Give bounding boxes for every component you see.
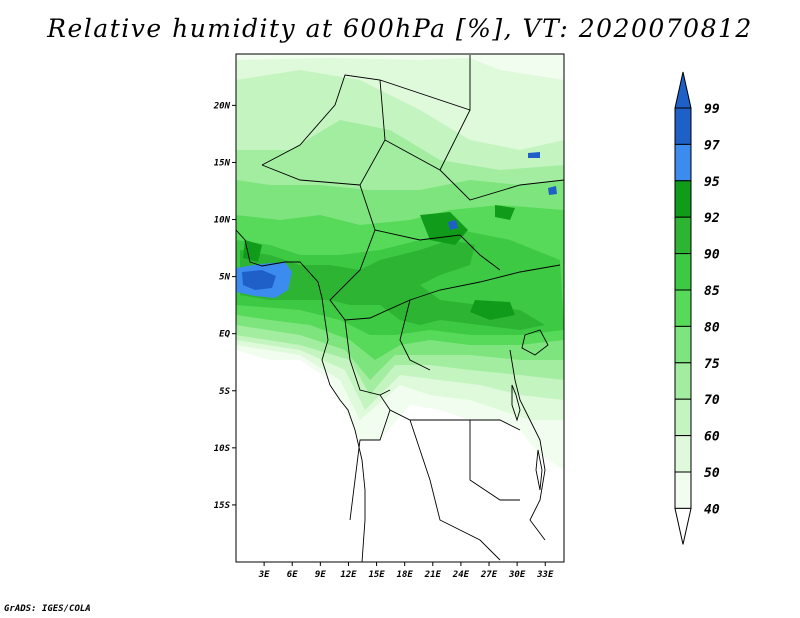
longitude-axis: 3E 6E 9E 12E 15E 18E 21E 24E 27E 30E 33E	[258, 562, 554, 580]
lat-tick-label: 15S	[214, 501, 231, 511]
lon-tick-label: 6E	[287, 570, 298, 580]
colorbar-label: 97	[704, 138, 720, 153]
border-lines	[261, 55, 564, 561]
coastline-gulf	[236, 229, 366, 562]
colorbar-swatch	[674, 289, 692, 327]
lon-tick-label: 33E	[536, 570, 554, 580]
colorbar-bottom-arrow	[674, 507, 692, 545]
lake-victoria	[521, 329, 549, 356]
lon-tick-label: 24E	[452, 570, 470, 580]
latitude-axis: 20N 15N 10N 5N EQ 5S 10S 15S	[213, 101, 236, 511]
grads-credit: GrADS: IGES/COLA	[4, 604, 91, 614]
colorbar-swatch	[674, 180, 692, 218]
colorbar-label: 85	[704, 284, 720, 299]
colorbar-label: 95	[704, 175, 720, 190]
lake-tanganyika	[511, 384, 521, 422]
coastline-east-lakes	[509, 349, 546, 541]
colorbar-swatch	[674, 325, 692, 364]
colorbar-label: 90	[704, 248, 720, 263]
lon-tick-label: 9E	[315, 570, 326, 580]
lat-tick-label: 10N	[214, 216, 231, 226]
lake-malawi	[535, 449, 543, 491]
colorbar-swatch	[674, 362, 692, 400]
colorbar-swatch	[674, 471, 692, 509]
colorbar-swatch	[674, 435, 692, 473]
colorbar-top-arrow	[674, 71, 692, 109]
lat-tick-label: 10S	[214, 444, 231, 454]
rh-92-region	[243, 205, 515, 320]
lon-tick-label: 27E	[480, 570, 498, 580]
colorbar-swatch	[674, 143, 692, 182]
map-outlines	[236, 55, 564, 562]
colorbar-label: 50	[704, 466, 720, 481]
lat-tick-label: 5N	[219, 273, 230, 283]
lon-tick-label: 15E	[368, 570, 385, 580]
lon-tick-label: 30E	[508, 570, 526, 580]
lat-tick-label: 15N	[214, 158, 231, 168]
colorbar-label: 60	[704, 430, 720, 445]
rh-97-region	[242, 270, 276, 290]
colorbar-label: 40	[704, 502, 720, 517]
colorbar-label: 75	[704, 357, 720, 372]
lat-tick-label: 20N	[213, 101, 231, 111]
lat-tick-label: 5S	[219, 387, 230, 397]
lon-tick-label: 3E	[258, 570, 270, 580]
colorbar-label: 92	[704, 211, 720, 226]
colorbar-label: 70	[704, 393, 720, 408]
chart-title: Relative humidity at 600hPa [%], VT: 202…	[47, 14, 753, 43]
colorbar-swatch	[674, 253, 692, 291]
lon-tick-label: 18E	[397, 570, 414, 580]
lon-tick-label: 21E	[424, 570, 442, 580]
colorbar-swatch	[674, 216, 692, 255]
lat-tick-label: EQ	[219, 330, 230, 340]
colorbar-swatch	[674, 398, 692, 437]
map-frame	[235, 53, 565, 563]
colorbar: 99 97 95 92 90 85 80 75 70 60 50 40	[674, 71, 720, 545]
colorbar-label: 99	[704, 102, 720, 117]
colorbar-swatch	[674, 107, 692, 145]
lon-tick-label: 12E	[340, 570, 357, 580]
rh-90-region	[240, 240, 545, 330]
colorbar-label: 80	[704, 320, 720, 335]
